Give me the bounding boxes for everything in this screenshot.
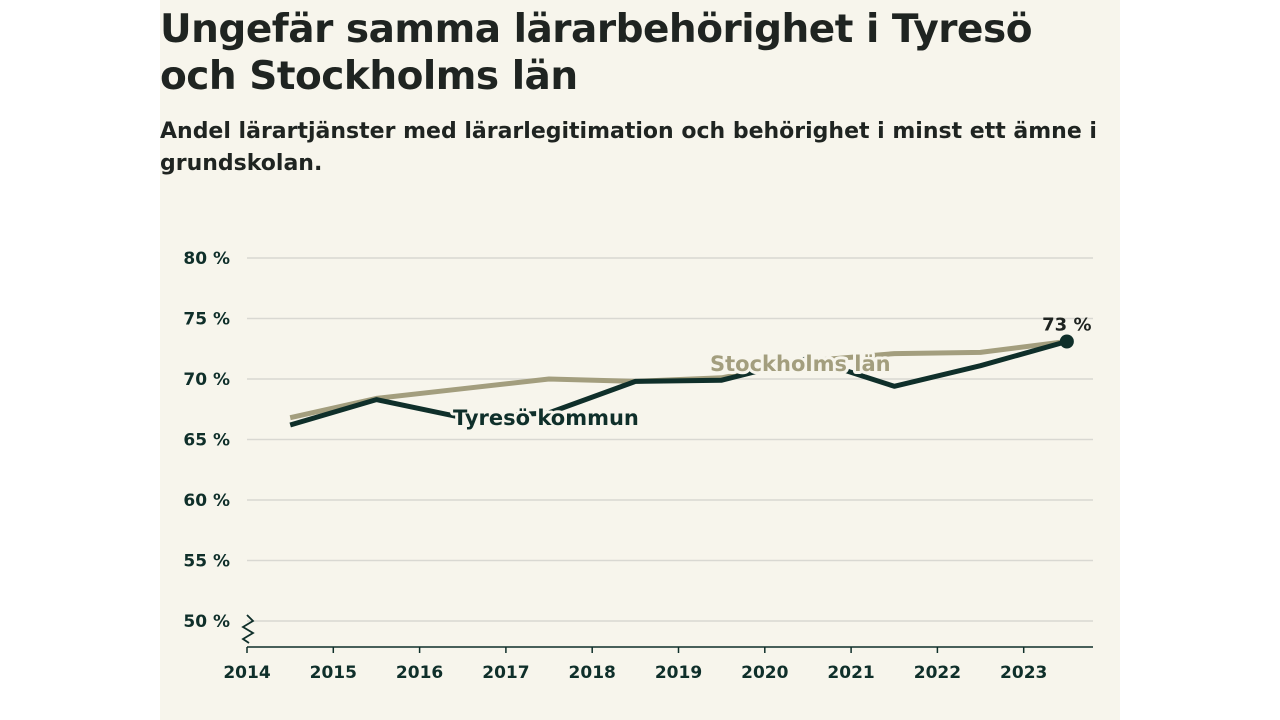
x-tick-label: 2023: [1000, 663, 1047, 683]
x-tick-label: 2017: [482, 663, 529, 683]
x-tick-label: 2016: [396, 663, 443, 683]
x-tick-label: 2018: [569, 663, 616, 683]
y-tick-label: 60 %: [183, 491, 230, 511]
series-line-tyresö-kommun: [289, 339, 1068, 428]
line-chart: 50 %55 %60 %65 %70 %75 %80 % 2014 2015 201…: [183, 249, 1093, 683]
y-axis-ticks: 50 % 55 % 60 % 65 % 70 % 75 % 80 %: [183, 249, 230, 632]
series-lines: [289, 334, 1074, 428]
x-tick-label: 2020: [741, 663, 788, 683]
chart-title: Ungefär samma lärarbehörighet i Tyresö o…: [160, 7, 1032, 99]
y-tick-label: 50 %: [183, 612, 230, 632]
x-tick-label: 2019: [655, 663, 702, 683]
gridlines: [247, 257, 1093, 622]
y-tick-label: 70 %: [183, 370, 230, 390]
x-axis: 2014 2015 2016 2017 2018 2019 2020 2021 2022 2023: [223, 614, 1093, 683]
end-value-annotation: 73 %: [1042, 314, 1091, 335]
x-tick-label: 2015: [310, 663, 357, 683]
chart-card: Ungefär samma lärarbehörighet i Tyresö o…: [160, 0, 1120, 720]
y-tick-label: 65 %: [183, 431, 230, 451]
y-tick-label: 55 %: [183, 552, 230, 572]
series-labels: Stockholms län Tyresö kommun 73 %: [450, 314, 1092, 433]
y-tick-label: 75 %: [183, 310, 230, 330]
chart-subtitle: Andel lärartjänster med lärarlegitimatio…: [160, 119, 1097, 176]
axis-break-marker: [241, 614, 255, 644]
series-label-stockholms-lan: Stockholms län: [710, 352, 891, 376]
x-tick-label: 2014: [223, 663, 270, 683]
x-tick-label: 2022: [914, 663, 961, 683]
series-label-tyreso-kommun: Tyresö kommun: [453, 406, 639, 430]
x-tick-label: 2021: [827, 663, 874, 683]
end-point-marker: [1059, 334, 1074, 349]
y-tick-label: 80 %: [183, 249, 230, 269]
